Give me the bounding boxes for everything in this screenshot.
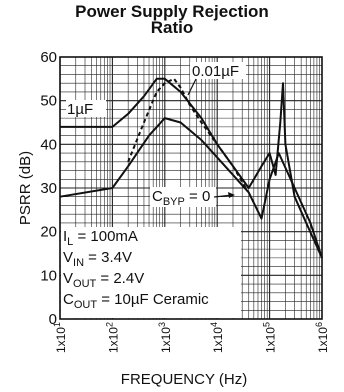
- x-tick-label: 1x103: [157, 322, 173, 353]
- condition-vout: VOUT = 2.4V: [63, 270, 144, 290]
- condition-il: IL = 100mA: [63, 228, 138, 248]
- y-axis-label: PSRR (dB): [17, 151, 34, 225]
- y-tick-label: 20: [40, 224, 57, 241]
- condition-cout: COUT = 10µF Ceramic: [63, 291, 209, 311]
- series-line-1: [60, 77, 323, 259]
- y-tick-label: 60: [40, 49, 57, 66]
- y-tick-label: 40: [40, 136, 57, 153]
- x-tick-label: 1x105: [262, 322, 278, 353]
- y-tick-label: 30: [40, 180, 57, 197]
- x-tick-label: 1x101: [52, 322, 68, 353]
- plot-frame: [59, 56, 323, 320]
- cbyp-arrowhead: [228, 192, 235, 198]
- y-tick-labels: 0 10 20 30 40 50 60: [40, 49, 57, 328]
- point01-uf-label-bg: [190, 62, 246, 79]
- point01-uf-leader: [187, 78, 197, 96]
- conditions-box-bg: [61, 227, 241, 318]
- point01-uf-label: 0.01µF: [192, 63, 239, 80]
- x-tick-label: 1x106: [314, 322, 330, 353]
- series-lines: [59, 77, 323, 259]
- one-uf-label: 1µF: [67, 101, 93, 118]
- x-axis-label: FREQUENCY (Hz): [121, 371, 247, 388]
- cbyp-label-bg: [150, 187, 216, 207]
- one-uf-label-bg: [66, 100, 106, 117]
- chart-title-line-2: Ratio: [150, 18, 194, 37]
- condition-vin: VIN = 3.4V: [63, 249, 132, 269]
- x-tick-labels: 1x101 1x102 1x103 1x104 1x105 1x106: [52, 322, 330, 353]
- x-tick-label: 1x104: [209, 322, 225, 353]
- series-line-2: [127, 77, 247, 189]
- chart-title-line-1: Power Supply Rejection: [75, 2, 269, 21]
- cbyp-label: CBYP = 0: [152, 188, 210, 208]
- y-tick-label: 50: [40, 93, 57, 110]
- y-tick-label: 10: [40, 267, 57, 284]
- y-tick-label: 0: [49, 311, 57, 328]
- x-tick-label: 1x102: [104, 322, 120, 353]
- series-line-3: [59, 117, 323, 259]
